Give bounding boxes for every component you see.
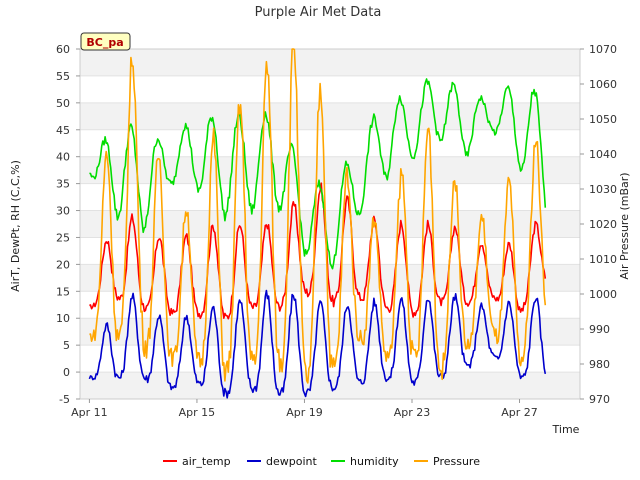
x-tick-label: Apr 15	[179, 406, 216, 419]
chart-title: Purple Air Met Data	[255, 5, 382, 20]
left-tick-label: 20	[56, 258, 70, 271]
left-tick-label: 30	[56, 205, 70, 218]
legend-label-humidity: humidity	[350, 455, 399, 468]
series-line-Pressure	[89, 48, 547, 384]
left-tick-label: 40	[56, 151, 70, 164]
series-line-humidity	[89, 78, 547, 270]
legend: air_temp dewpoint humidity Pressure	[163, 455, 480, 468]
x-axis: Apr 11 Apr 15 Apr 19 Apr 23 Apr 27	[71, 399, 538, 419]
series-line-air_temp	[89, 182, 547, 320]
series-layer	[88, 48, 547, 399]
grid-bands	[80, 49, 580, 400]
left-tick-label: 25	[56, 231, 70, 244]
x-tick-label: Apr 11	[71, 406, 108, 419]
right-tick-label: 1040	[589, 148, 617, 161]
left-tick-label: 35	[56, 178, 70, 191]
legend-label-dewpoint: dewpoint	[266, 455, 317, 468]
right-tick-label: 1030	[589, 183, 617, 196]
x-tick-label: Apr 23	[394, 406, 431, 419]
right-tick-label: 970	[589, 393, 610, 406]
left-tick-label: 45	[56, 124, 70, 137]
y-axis-title-right: Air Pressure (mBar)	[618, 172, 631, 279]
legend-label-Pressure: Pressure	[433, 455, 480, 468]
right-tick-label: 980	[589, 358, 610, 371]
right-tick-label: 1020	[589, 218, 617, 231]
x-tick-label: Apr 19	[286, 406, 323, 419]
left-tick-label: 5	[63, 339, 70, 352]
legend-label-air_temp: air_temp	[182, 455, 231, 468]
series-line-dewpoint	[88, 289, 547, 399]
left-tick-label: 60	[56, 43, 70, 56]
grid-band	[80, 49, 580, 76]
left-tick-label: 55	[56, 70, 70, 83]
right-tick-label: 1000	[589, 288, 617, 301]
left-tick-label: 10	[56, 312, 70, 325]
y-axis-title-left: AirT, DewPt, RH (C,C,%)	[9, 160, 22, 292]
site-badge: BC_pa	[80, 32, 131, 51]
right-tick-label: 1070	[589, 43, 617, 56]
x-axis-title: Time	[552, 423, 580, 436]
right-tick-label: 1060	[589, 78, 617, 91]
grid-band	[80, 102, 580, 130]
left-tick-label: 0	[63, 366, 70, 379]
right-tick-label: 1050	[589, 113, 617, 126]
right-tick-label: 990	[589, 323, 610, 336]
grid-band	[80, 264, 580, 292]
site-badge-label: BC_pa	[86, 36, 123, 49]
left-tick-label: -5	[59, 393, 70, 406]
left-axis: -5 0 5 10 15 20 25 30 35 40 45 50 55 60	[56, 43, 80, 406]
right-axis: 970 980 990 1000 1010 1020 1030 1040 1050 1060 107…	[580, 43, 617, 406]
x-tick-label: Apr 27	[501, 406, 538, 419]
right-tick-label: 1010	[589, 253, 617, 266]
left-tick-label: 15	[56, 285, 70, 298]
left-tick-label: 50	[56, 97, 70, 110]
grid-band	[80, 372, 580, 399]
